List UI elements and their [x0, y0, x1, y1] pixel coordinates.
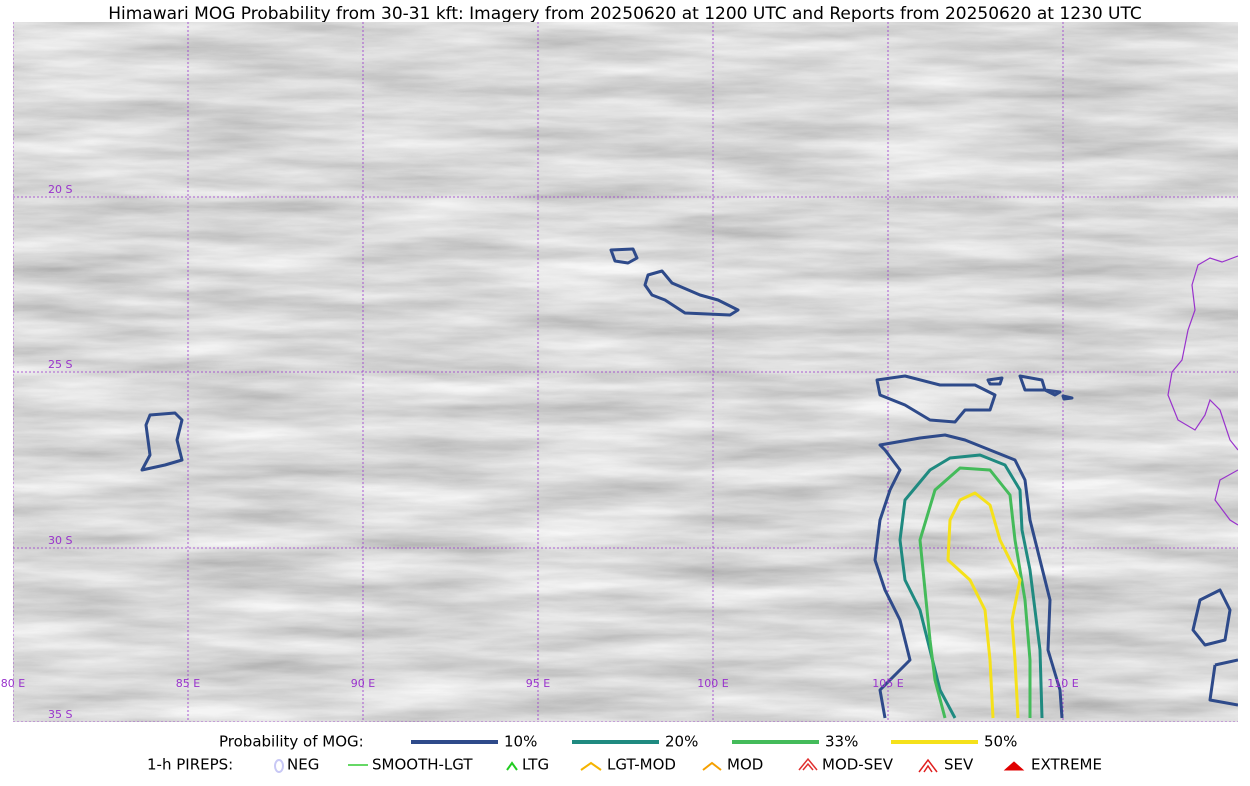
lat-label: 20 S [48, 183, 72, 196]
lon-label: 80 E [1, 677, 25, 690]
pirep-icon [580, 761, 602, 771]
contour-10 [873, 433, 1064, 719]
title: Himawari MOG Probability from 30-31 kft:… [108, 4, 1142, 24]
lat-label: 35 S [48, 708, 72, 721]
pirep-icon [918, 758, 938, 773]
lat-label: 30 S [48, 534, 72, 547]
pirep-icon [1003, 761, 1025, 771]
legend: Probability of MOG: 1-h PIREPS: 10% 20% 33… [147, 733, 1102, 774]
legend-label: NEG [287, 756, 319, 774]
contour-10 [609, 247, 639, 265]
lon-label: 85 E [176, 677, 200, 690]
graticule [13, 22, 1238, 722]
legend-label: MOD [727, 756, 763, 774]
contour-10 [140, 411, 184, 472]
legend-label: LGT-MOD [607, 756, 676, 774]
lon-label: 105 E [872, 677, 903, 690]
lon-label: 95 E [526, 677, 550, 690]
lon-label: 90 E [351, 677, 375, 690]
pirep-icon [798, 757, 818, 771]
legend-label: SEV [944, 756, 974, 774]
lon-label: 100 E [697, 677, 728, 690]
legend-title: 1-h PIREPS: [147, 756, 233, 774]
coastline [1167, 255, 1238, 526]
legend-label: EXTREME [1031, 756, 1102, 774]
contour-10 [1191, 588, 1238, 707]
contour-10 [986, 374, 1074, 401]
probability-contours [140, 247, 1238, 719]
legend-label: 10% [504, 733, 537, 751]
lat-label: 25 S [48, 358, 72, 371]
legend-label: 50% [984, 733, 1017, 751]
contour-10 [643, 269, 740, 317]
legend-label: MOD-SEV [822, 756, 894, 774]
legend-label: 33% [825, 733, 858, 751]
contour-20 [898, 453, 1044, 719]
contour-10 [875, 374, 997, 424]
contour-50 [946, 491, 1022, 719]
pirep-icon [702, 761, 722, 771]
legend-label: 20% [665, 733, 698, 751]
pirep-icon [274, 759, 284, 773]
legend-label: SMOOTH-LGT [372, 756, 473, 774]
map [13, 22, 1238, 722]
pirep-icon [506, 761, 518, 771]
legend-title: Probability of MOG: [219, 733, 364, 751]
contour-33 [918, 466, 1032, 719]
lon-label: 110 E [1047, 677, 1078, 690]
legend-label: LTG [522, 756, 549, 774]
